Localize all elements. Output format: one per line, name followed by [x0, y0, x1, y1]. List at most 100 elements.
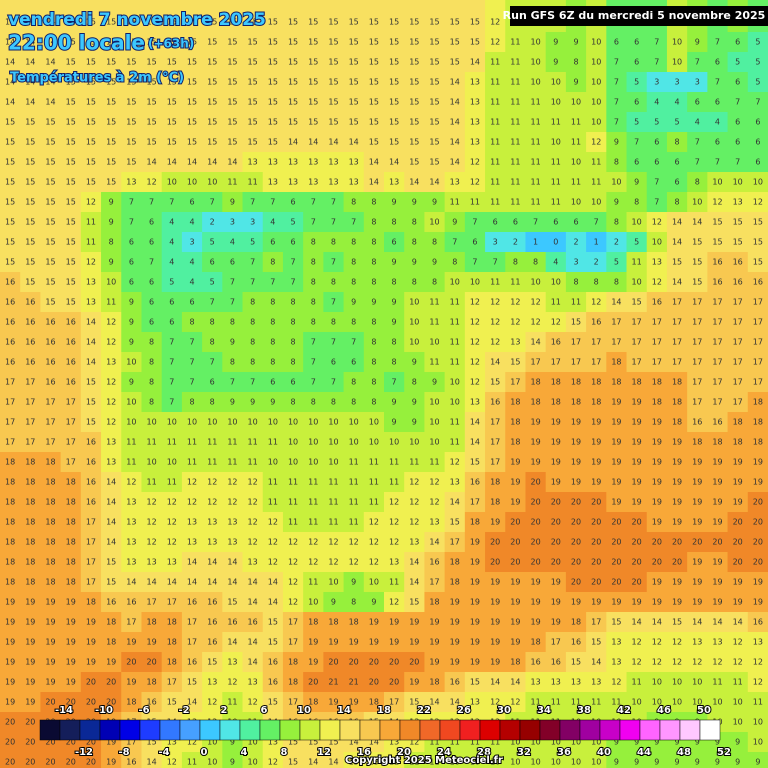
- temperature-value: 16: [248, 618, 258, 627]
- temperature-value: 11: [126, 438, 136, 447]
- temperature-cell: [606, 692, 628, 713]
- temperature-value: 18: [288, 658, 298, 667]
- temperature-cell: [444, 472, 466, 493]
- temperature-cell: [505, 532, 526, 553]
- temperature-value: 12: [248, 498, 258, 507]
- temperature-cell: [101, 132, 122, 153]
- temperature-value: 19: [551, 458, 561, 467]
- legend-label: 32: [517, 747, 531, 758]
- temperature-value: 10: [409, 438, 419, 447]
- temperature-cell: [141, 92, 163, 113]
- temperature-value: 6: [735, 138, 740, 147]
- temperature-value: 14: [25, 38, 35, 47]
- temperature-value: 19: [551, 618, 561, 627]
- temperature-cell: [626, 512, 648, 533]
- temperature-value: 16: [530, 658, 540, 667]
- temperature-value: 10: [248, 738, 258, 747]
- temperature-value: 15: [450, 18, 460, 27]
- temperature-cell: [586, 132, 607, 153]
- temperature-value: 16: [652, 298, 662, 307]
- temperature-value: 19: [551, 438, 561, 447]
- temperature-cell: [121, 92, 142, 113]
- temperature-value: 8: [351, 278, 356, 287]
- temperature-cell: [222, 552, 244, 573]
- temperature-value: 12: [268, 518, 278, 527]
- temperature-cell: [262, 492, 284, 513]
- temperature-cell: [444, 432, 466, 453]
- temperature-cell: [40, 472, 62, 493]
- temperature-cell: [646, 72, 668, 93]
- temperature-value: 12: [490, 298, 500, 307]
- temperature-value: 12: [733, 638, 743, 647]
- temperature-cell: [60, 32, 82, 53]
- temperature-cell: [101, 512, 122, 533]
- temperature-value: 6: [189, 198, 194, 207]
- temperature-cell: [141, 332, 163, 353]
- temperature-value: 19: [45, 638, 55, 647]
- temperature-value: 12: [187, 498, 197, 507]
- temperature-value: 9: [331, 598, 336, 607]
- temperature-cell: [545, 52, 567, 73]
- temperature-value: 20: [611, 518, 621, 527]
- temperature-value: 15: [712, 218, 722, 227]
- temperature-value: 7: [291, 258, 296, 267]
- temperature-cell: [202, 52, 223, 73]
- temperature-cell: [666, 272, 688, 293]
- temperature-value: 7: [594, 218, 599, 227]
- temperature-value: 19: [611, 438, 621, 447]
- temperature-value: 8: [291, 298, 296, 307]
- temperature-cell: [424, 452, 446, 473]
- temperature-cell: [343, 512, 365, 533]
- temperature-cell: [606, 752, 628, 768]
- temperature-value: 20: [611, 538, 621, 547]
- temperature-value: 15: [389, 18, 399, 27]
- temperature-cell: [404, 612, 425, 633]
- temperature-cell: [747, 472, 768, 493]
- temperature-cell: [262, 112, 284, 133]
- temperature-value: 12: [227, 478, 237, 487]
- temperature-value: 15: [207, 38, 217, 47]
- temperature-cell: [181, 252, 203, 273]
- temperature-value: 15: [207, 78, 217, 87]
- temperature-value: 9: [715, 758, 720, 767]
- temperature-cell: [646, 152, 668, 173]
- temperature-cell: [545, 92, 567, 113]
- temperature-value: 8: [210, 318, 215, 327]
- legend-label: 36: [557, 747, 571, 758]
- temperature-cell: [0, 232, 21, 253]
- temperature-value: 19: [490, 658, 500, 667]
- temperature-cell: [20, 392, 41, 413]
- temperature-value: 13: [551, 678, 561, 687]
- temperature-cell: [687, 192, 708, 213]
- temperature-cell: [747, 72, 768, 93]
- temperature-value: 10: [551, 738, 561, 747]
- temperature-value: 15: [106, 18, 116, 27]
- temperature-value: 17: [591, 338, 601, 347]
- temperature-cell: [424, 532, 446, 553]
- temperature-value: 19: [712, 478, 722, 487]
- temperature-value: 3: [189, 238, 194, 247]
- temperature-cell: [222, 672, 244, 693]
- temperature-value: 14: [672, 238, 682, 247]
- temperature-cell: [40, 692, 62, 713]
- temperature-value: 11: [308, 518, 318, 527]
- temperature-cell: [646, 672, 668, 693]
- temperature-value: 11: [470, 198, 480, 207]
- temperature-value: 6: [149, 238, 154, 247]
- temperature-cell: [727, 652, 749, 673]
- temperature-cell: [343, 272, 365, 293]
- temperature-value: 4: [169, 218, 174, 227]
- temperature-value: 19: [146, 638, 156, 647]
- temperature-value: 19: [470, 638, 480, 647]
- temperature-cell: [646, 232, 668, 253]
- temperature-value: 18: [86, 598, 96, 607]
- temperature-value: 12: [409, 518, 419, 527]
- temperature-value: 16: [207, 598, 217, 607]
- temperature-value: 15: [5, 158, 15, 167]
- temperature-value: 5: [250, 238, 255, 247]
- temperature-value: 14: [308, 758, 318, 767]
- temperature-cell: [727, 712, 749, 733]
- temperature-cell: [20, 212, 41, 233]
- temperature-cell: [687, 552, 708, 573]
- temperature-value: 11: [530, 178, 540, 187]
